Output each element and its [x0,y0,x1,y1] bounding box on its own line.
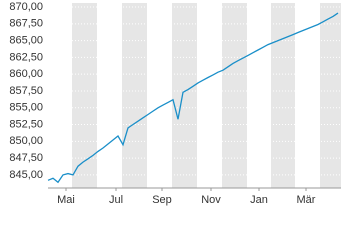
band [122,3,147,188]
y-tick-label: 847,50 [9,152,43,164]
y-tick-label: 857,50 [9,85,43,97]
y-tick-label: 867,50 [9,18,43,30]
y-tick-label: 870,00 [9,1,43,13]
chart: 845,00 847,50 850,00 852,50 855,00 857,50 860,… [9,1,341,206]
price-line [47,12,339,184]
x-tick-label: Jul [109,194,123,206]
y-tick-label: 845,00 [9,169,43,181]
month-bands [72,3,341,188]
band [222,3,247,188]
x-tick-label: Mai [57,194,75,206]
x-tick-label: Jan [250,194,268,206]
y-tick-label: 855,00 [9,102,43,114]
band [172,3,197,188]
x-tick-label: Mär [297,194,316,206]
band [271,3,295,188]
x-tick-label: Sep [152,194,172,206]
y-tick-label: 852,50 [9,118,43,130]
y-tick-label: 850,00 [9,135,43,147]
y-tick-label: 865,00 [9,35,43,47]
y-tick-label: 860,00 [9,68,43,80]
band [320,3,341,188]
band [72,3,97,188]
x-tick-label: Nov [201,194,221,206]
y-tick-label: 862,50 [9,51,43,63]
